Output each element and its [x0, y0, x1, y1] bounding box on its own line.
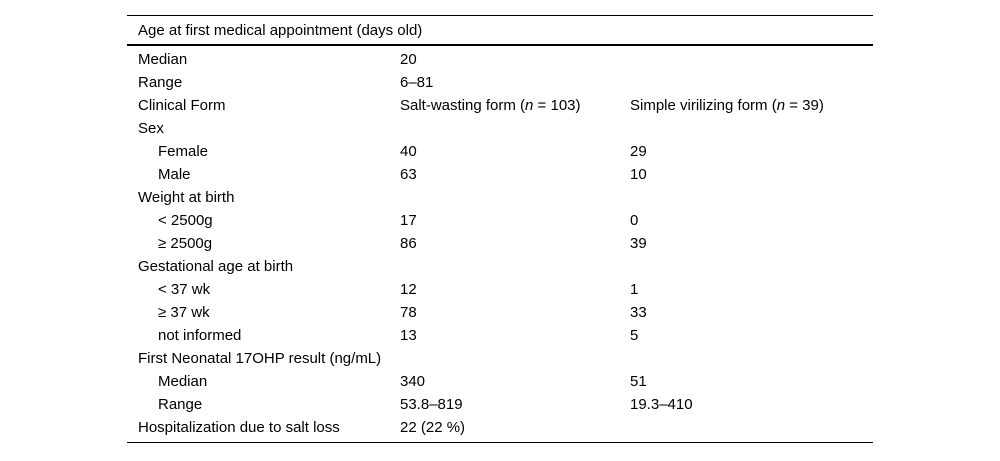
col2-value: Salt-wasting form (n = 103): [400, 97, 630, 114]
row-label: Median: [138, 51, 188, 68]
table-row: Range 53.8–819 19.3–410: [127, 393, 873, 416]
table-row: Clinical Form Salt-wasting form (n = 103…: [127, 94, 873, 117]
col2-value: 63: [400, 166, 417, 183]
col3-value: 29: [630, 143, 647, 160]
row-label: Gestational age at birth: [138, 258, 294, 275]
table-row: Male 63 10: [127, 163, 873, 186]
col3-value: 39: [630, 235, 647, 252]
cell-text: = 39): [785, 97, 824, 114]
row-label: < 37 wk: [158, 281, 211, 298]
table-row: ≥ 37 wk 78 33: [127, 301, 873, 324]
cell-text: Simple virilizing form (: [630, 97, 777, 114]
row-label: Range: [138, 74, 183, 91]
table-header: Age at first medical appointment (days o…: [127, 16, 873, 46]
row-label: Male: [158, 166, 191, 183]
table-row: < 37 wk 12 1: [127, 278, 873, 301]
row-label: Hospitalization due to salt loss: [138, 419, 340, 436]
col2-value: 340: [400, 373, 426, 390]
row-label: First Neonatal 17OHP result (ng/mL): [138, 350, 382, 367]
row-label: < 2500g: [158, 212, 213, 229]
col2-value: 12: [400, 281, 417, 298]
col2-value: 78: [400, 304, 417, 321]
col2-value: 13: [400, 327, 417, 344]
row-label: not informed: [158, 327, 242, 344]
col3-value: 33: [630, 304, 647, 321]
italic-n: n: [776, 97, 786, 114]
row-label: Female: [158, 143, 209, 160]
col2-value: 22 (22 %): [400, 419, 466, 436]
italic-n: n: [525, 97, 534, 114]
row-label: ≥ 37 wk: [158, 304, 210, 321]
col3-value: Simple virilizing form (n = 39): [630, 97, 873, 114]
table-row: Hospitalization due to salt loss 22 (22 …: [127, 416, 873, 439]
table-row: ≥ 2500g 86 39: [127, 232, 873, 255]
row-label: Weight at birth: [138, 189, 235, 206]
row-label: Sex: [138, 120, 164, 137]
table-row: < 2500g 17 0: [127, 209, 873, 232]
col3-value: 5: [630, 327, 639, 344]
table-row: Range 6–81: [127, 71, 873, 94]
col2-value: 20: [400, 51, 417, 68]
row-label: ≥ 2500g: [158, 235, 213, 252]
col2-value: 6–81: [400, 74, 434, 91]
col3-value: 19.3–410: [630, 396, 693, 413]
row-label: Median: [158, 373, 208, 390]
cell-text: = 103): [533, 97, 581, 114]
study-table: Age at first medical appointment (days o…: [127, 15, 873, 443]
col2-value: 86: [400, 235, 417, 252]
col2-value: 53.8–819: [400, 396, 463, 413]
table-row: Gestational age at birth: [127, 255, 873, 278]
col2-value: 40: [400, 143, 417, 160]
table-body: Median 20 Range 6–81 Clinical Form Salt-…: [127, 46, 873, 442]
table-row: Female 40 29: [127, 140, 873, 163]
table-row: not informed 13 5: [127, 324, 873, 347]
col3-value: 0: [630, 212, 639, 229]
table-row: Median 20: [127, 48, 873, 71]
col3-value: 51: [630, 373, 647, 390]
table-row: Sex: [127, 117, 873, 140]
row-label: Range: [158, 396, 203, 413]
cell-text: Salt-wasting form (: [400, 97, 526, 114]
row-label: Clinical Form: [138, 97, 226, 114]
table-row: Weight at birth: [127, 186, 873, 209]
col3-value: 10: [630, 166, 647, 183]
col2-value: 17: [400, 212, 417, 229]
col3-value: 1: [630, 281, 639, 298]
table-row: Median 340 51: [127, 370, 873, 393]
table-row: First Neonatal 17OHP result (ng/mL): [127, 347, 873, 370]
